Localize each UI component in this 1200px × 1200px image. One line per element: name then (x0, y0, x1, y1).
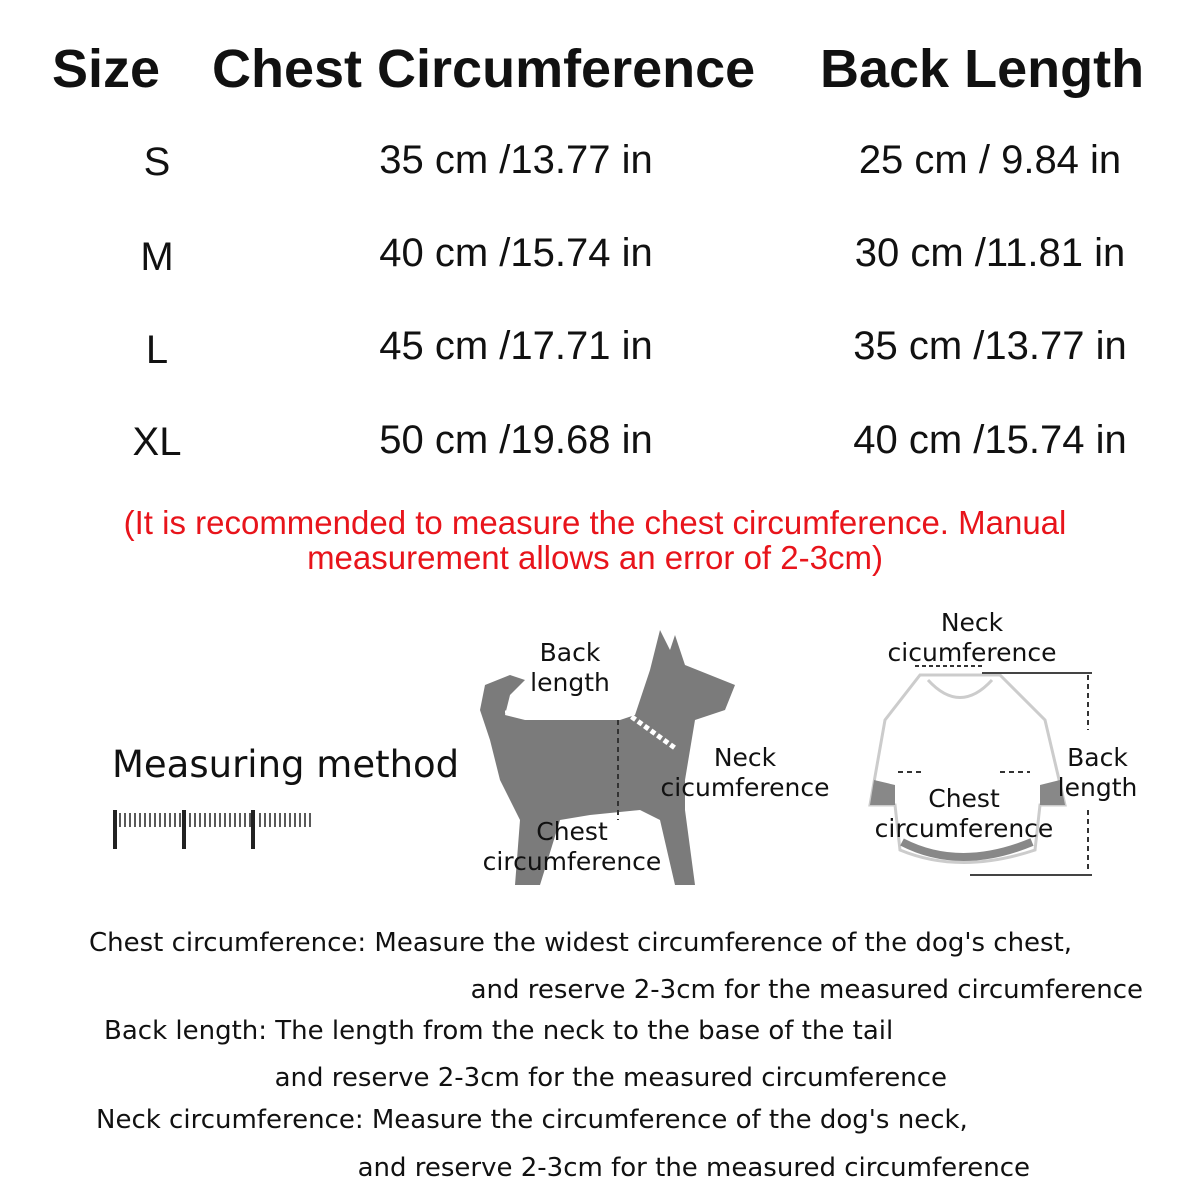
description-line: Neck circumference: Measure the circumfe… (96, 1105, 968, 1135)
label-line: length (1057, 773, 1138, 802)
label-line: Chest (536, 817, 608, 846)
dog-neck-label: Neck cicumference (650, 743, 840, 803)
label-line: length (530, 668, 610, 697)
shirt-diagram (868, 665, 1092, 876)
description-line: and reserve 2-3cm for the measured circu… (357, 1153, 1030, 1183)
description-line: Chest circumference: Measure the widest … (89, 928, 1073, 958)
shirt-neck-label: Neck cicumference (872, 608, 1072, 668)
label-line: Neck (940, 608, 1004, 637)
chest-cell: 35 cm /13.77 in (379, 138, 653, 182)
dog-chest-label: Chest circumference (472, 817, 672, 877)
size-header: Size (52, 39, 161, 99)
ruler-icon (113, 810, 311, 849)
size-cell: L (145, 328, 169, 372)
size-cell: XL (132, 420, 182, 464)
dog-back-label: Back length (520, 638, 620, 698)
note-line-2: measurement allows an error of 2-3cm) (307, 539, 883, 576)
back-cell: 35 cm /13.77 in (853, 324, 1127, 368)
dog-silhouette (480, 630, 735, 885)
chest-cell: 40 cm /15.74 in (379, 231, 653, 275)
label-line: circumference (482, 847, 662, 876)
chest-cell: 50 cm /19.68 in (379, 418, 653, 462)
chest-cell: 45 cm /17.71 in (379, 324, 653, 368)
size-cell: S (143, 140, 171, 184)
label-line: Back (1067, 743, 1128, 772)
shirt-chest-label: Chest circumference (864, 784, 1064, 844)
back-cell: 40 cm /15.74 in (853, 418, 1127, 462)
chest-header: Chest Circumference (212, 39, 756, 99)
description-line: and reserve 2-3cm for the measured circu… (274, 1063, 947, 1093)
description-line: and reserve 2-3cm for the measured circu… (470, 975, 1143, 1005)
label-line: Chest (928, 784, 1000, 813)
back-cell: 25 cm / 9.84 in (858, 138, 1122, 182)
label-line: circumference (874, 814, 1054, 843)
back-header: Back Length (820, 39, 1145, 99)
note-line-1: (It is recommended to measure the chest … (123, 504, 1067, 541)
size-cell: M (140, 235, 174, 279)
label-line: Back (539, 638, 601, 667)
label-line: Neck (713, 743, 777, 772)
description-line: Back length: The length from the neck to… (104, 1016, 894, 1046)
back-cell: 30 cm /11.81 in (854, 231, 1126, 275)
measuring-method-title: Measuring method (112, 743, 460, 786)
shirt-back-label: Back length (1050, 743, 1145, 803)
label-line: cicumference (887, 638, 1057, 667)
label-line: cicumference (660, 773, 830, 802)
